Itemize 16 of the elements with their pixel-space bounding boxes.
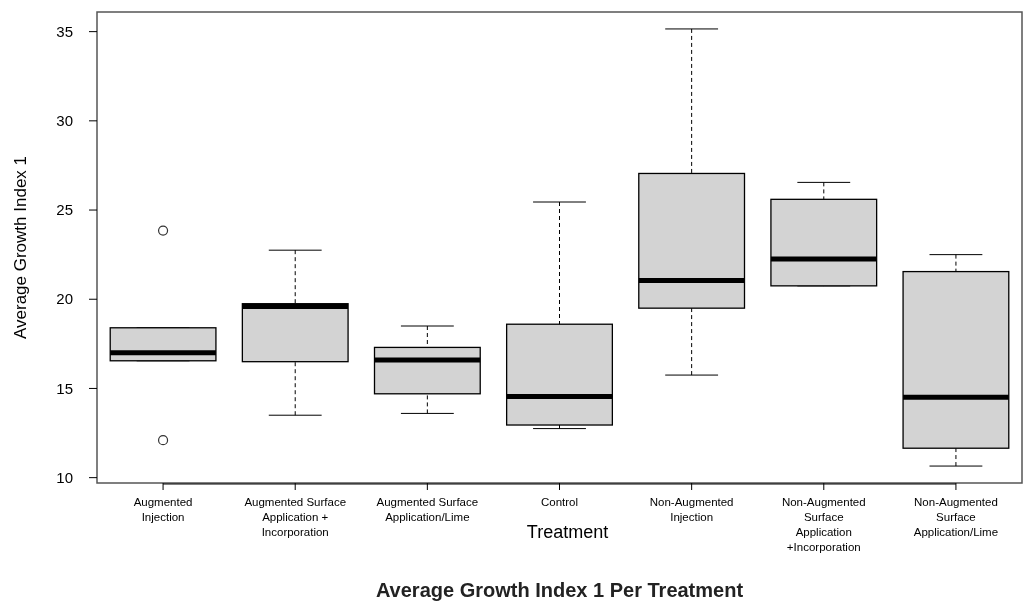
y-tick-label: 35 [56,22,73,40]
x-tick-label: Augmented Injection [133,496,193,523]
y-tick-label: 10 [56,468,73,486]
x-tick-label: Augmented Surface Application + Incorporation [244,496,347,538]
y-tick-label: 20 [56,290,73,308]
text: Average Growth Index 1 Per Treatment [375,579,744,601]
x-tick-label: Non-Augmented Surface Application/Lime [913,496,999,538]
y-axis-title: Average Growth Index 1 [11,155,30,340]
y-tick-label: 25 [56,201,73,219]
x-tick-label: Control [540,496,579,508]
y-tick-label: 30 [56,112,73,130]
x-tick-label: Non-Augmented Injection [649,496,734,523]
x-tick-label: Augmented Surface Application/Lime [376,496,479,523]
x-tick-label: Non-Augmented Surface Application +Incorporation [781,496,866,553]
x-axis-title: Treatment [526,522,609,542]
y-tick-label: 15 [56,379,73,397]
